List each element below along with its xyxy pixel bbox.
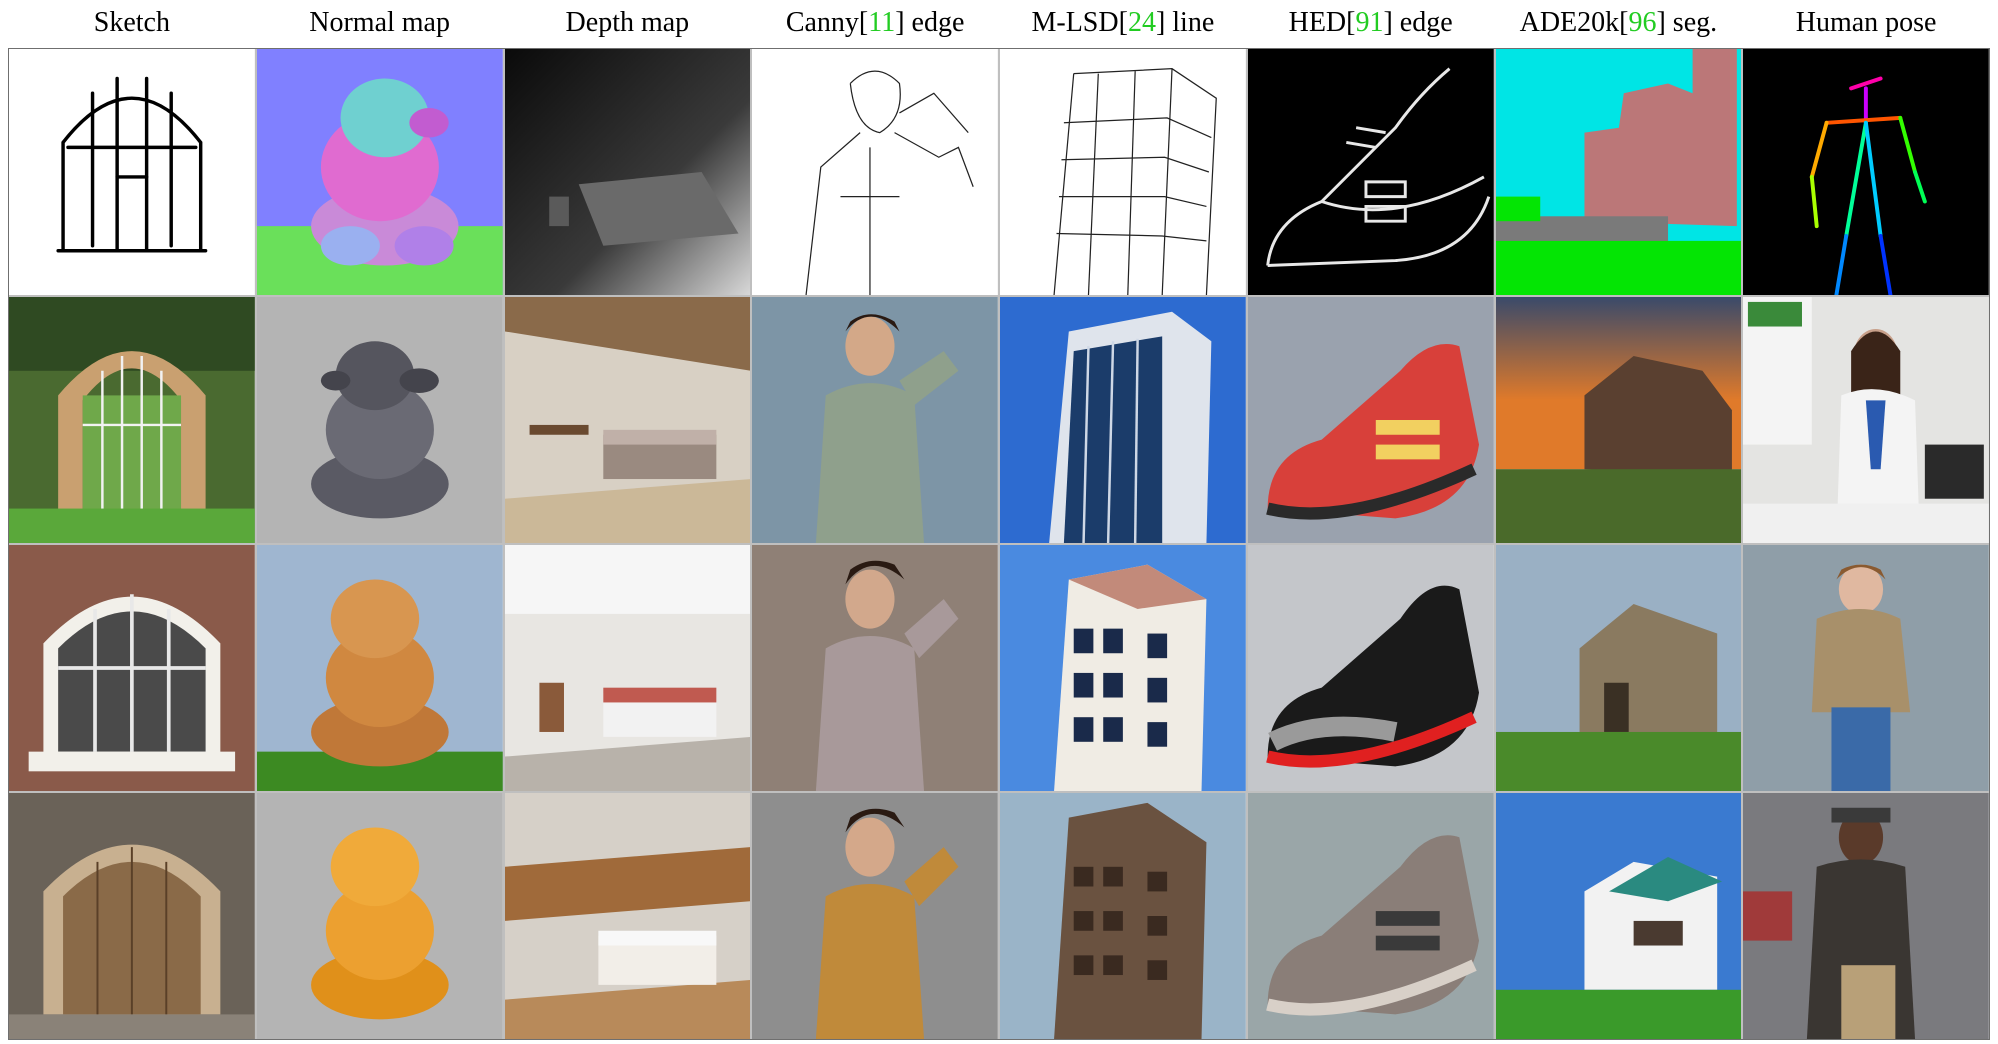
generated-image-man-green-sweater [752,297,998,543]
generated-image-plush-bear-yellow [256,793,503,1039]
generated-image-stone-castle [1495,545,1742,791]
generated-image-arched-window [9,545,255,791]
col-header-text: HED[ [1288,7,1356,38]
generated-image-brick-tower [1000,545,1246,791]
generated-image-glass-tower-blue [1000,297,1246,543]
citation-link[interactable]: 96 [1628,7,1657,38]
col-header-text: ] line [1155,7,1215,38]
col-header-ade20k-seg: ADE20k[96] seg. [1495,0,1743,46]
col-header-mlsd-line: M-LSD[24] line [999,0,1247,46]
normal-map-condition-image [256,49,503,295]
col-header-depth-map: Depth map [504,0,752,46]
hed-edge-condition-image [1247,49,1494,295]
col-header-text: ] edge [1383,7,1453,38]
col-header-normal-map: Normal map [256,0,504,46]
col-header-text: Human pose [1795,7,1937,38]
generated-image-wooden-door [9,793,255,1039]
generated-image-sneaker-gray [1247,793,1494,1039]
generated-image-bedroom-wood [504,297,751,543]
citation-link[interactable]: 91 [1355,7,1384,38]
col-header-text: Sketch [93,7,170,38]
col-header-text: Canny[ [785,7,869,38]
canny-edge-condition-image [752,49,998,295]
col-header-hed-edge: HED[91] edge [1247,0,1495,46]
col-header-text: Normal map [309,7,450,38]
generated-image-man-hat-street [1743,793,1989,1039]
generated-image-plush-dog-orange [256,545,503,791]
col-header-text: Depth map [565,7,690,38]
generated-image-bedroom-white [504,545,751,791]
image-grid [8,48,1990,1040]
generated-image-modern-house [1495,793,1742,1039]
citation-link[interactable]: 24 [1127,7,1156,38]
generated-image-sneaker-red [1247,297,1494,543]
sketch-condition-image [9,49,255,295]
col-header-human-pose: Human pose [1742,0,1990,46]
generated-image-sneaker-black [1247,545,1494,791]
generated-image-cottage-sunset [1495,297,1742,543]
citation-link[interactable]: 11 [868,7,896,38]
col-header-text: ADE20k[ [1519,7,1629,38]
generated-image-plush-lamb-gray [256,297,503,543]
human-pose-condition-image [1743,49,1989,295]
mlsd-line-condition-image [1000,49,1246,295]
col-header-text: M-LSD[ [1031,7,1128,38]
col-header-text: ] seg. [1656,7,1718,38]
depth-map-condition-image [504,49,751,295]
generated-image-old-skyscraper [1000,793,1246,1039]
generated-image-garden-gate [9,297,255,543]
column-headers: Sketch Normal map Depth map Canny[11] ed… [8,0,1990,46]
col-header-canny-edge: Canny[11] edge [751,0,999,46]
col-header-text: ] edge [895,7,965,38]
generated-image-man-mustard-shirt [752,793,998,1039]
generated-image-bedroom-warm [504,793,751,1039]
generated-image-man-mauve-shirt [752,545,998,791]
generated-image-boy-jacket [1743,545,1989,791]
ade20k-seg-condition-image [1495,49,1742,295]
generated-image-woman-office [1743,297,1989,543]
col-header-sketch: Sketch [8,0,256,46]
